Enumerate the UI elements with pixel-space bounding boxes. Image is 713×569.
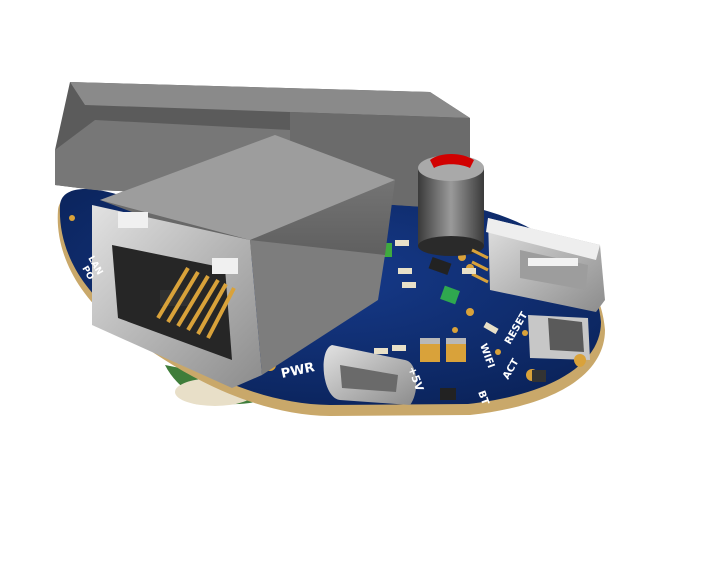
usb-a-connector [471,218,605,312]
capacitor [418,154,484,256]
label-pwr: PWR [280,360,316,382]
rj45-contacts [156,266,236,339]
reset-switch [528,315,590,366]
smd-components [374,240,546,400]
label-bt: BT [475,389,490,407]
rj45-jack [92,135,395,388]
usb-c-connector [323,345,417,405]
